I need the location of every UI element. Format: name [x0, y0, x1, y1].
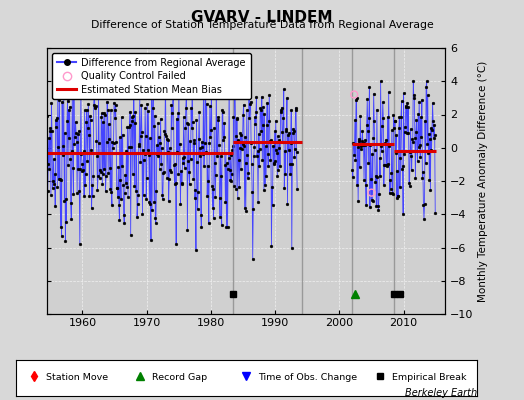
Text: Station Move: Station Move [46, 373, 108, 382]
Y-axis label: Monthly Temperature Anomaly Difference (°C): Monthly Temperature Anomaly Difference (… [478, 60, 488, 302]
Text: Berkeley Earth: Berkeley Earth [405, 388, 477, 398]
Text: GVARV - LINDEM: GVARV - LINDEM [191, 10, 333, 25]
Legend: Difference from Regional Average, Quality Control Failed, Estimated Station Mean: Difference from Regional Average, Qualit… [52, 53, 250, 99]
Point [350, 91, 358, 98]
Point [367, 190, 376, 196]
Text: Record Gap: Record Gap [152, 373, 207, 382]
Text: Difference of Station Temperature Data from Regional Average: Difference of Station Temperature Data f… [91, 20, 433, 30]
Text: Time of Obs. Change: Time of Obs. Change [258, 373, 357, 382]
Text: Empirical Break: Empirical Break [391, 373, 466, 382]
